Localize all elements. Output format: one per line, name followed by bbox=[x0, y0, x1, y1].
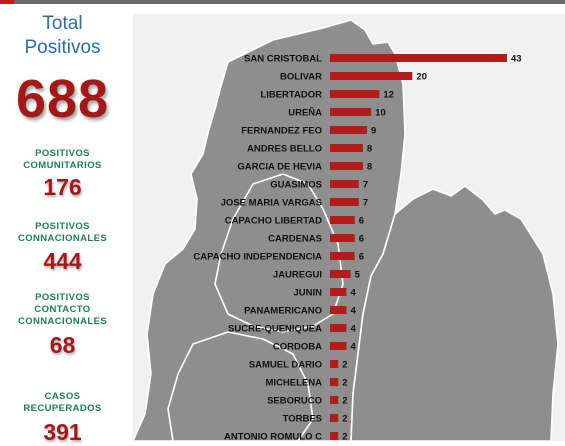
municipality-bar-chart: SAN CRISTOBAL 43 BOLIVAR 20 LIBERTADOR 12 UREÑ… bbox=[133, 19, 559, 442]
bar-junin bbox=[330, 288, 347, 296]
total-positivos-value: 688 bbox=[15, 69, 110, 129]
map-region-center bbox=[214, 173, 344, 333]
bar-value-cordoba: 4 bbox=[350, 342, 356, 353]
stat-2-value: 444 bbox=[43, 248, 82, 274]
bar-value-jose-maria-vargas: 7 bbox=[363, 198, 368, 209]
bar-label-cordoba: CORDOBA bbox=[273, 342, 322, 353]
bar-value-antonio-romulo-c: 2 bbox=[342, 432, 347, 442]
bar-value-junin: 4 bbox=[350, 288, 356, 299]
bar-urena bbox=[330, 108, 372, 116]
top-bar bbox=[0, 0, 565, 4]
bar-guasimos bbox=[330, 180, 359, 188]
bar-sucre-queniquea bbox=[330, 324, 347, 332]
bar-label-guasimos: GUASIMOS bbox=[270, 180, 322, 191]
bar-panamericano bbox=[330, 306, 347, 314]
bar-label-torbes: TORBES bbox=[283, 414, 322, 425]
bar-label-jauregui: JAUREGUI bbox=[273, 270, 322, 281]
stat-3-value: 68 bbox=[49, 332, 76, 358]
bar-value-jauregui: 5 bbox=[355, 270, 361, 281]
bar-value-bolivar: 20 bbox=[416, 72, 427, 83]
stat-3-label-line3: CONNACIONALES bbox=[17, 316, 108, 327]
bar-value-michelena: 2 bbox=[342, 378, 347, 389]
bar-label-capacho-independencia: CAPACHO INDEPENDENCIA bbox=[193, 252, 322, 263]
bar-value-capacho-independencia: 6 bbox=[359, 252, 364, 263]
bar-torbes bbox=[330, 414, 339, 422]
top-bar-accent bbox=[0, 0, 14, 4]
bar-seboruco bbox=[330, 396, 339, 404]
bar-value-libertador: 12 bbox=[383, 90, 394, 101]
summary-panel: Total Positivos 688 POSITIVOS COMUNITARI… bbox=[0, 4, 130, 445]
stat-4-label-line2: RECUPERADOS bbox=[23, 403, 102, 414]
bar-label-panamericano: PANAMERICANO bbox=[244, 306, 322, 317]
bar-value-andres-bello: 8 bbox=[367, 144, 372, 155]
bar-label-jose-maria-vargas: JOSE MARIA VARGAS bbox=[221, 198, 322, 209]
bar-garcia-de-hevia bbox=[330, 162, 363, 170]
bar-samuel-dario bbox=[330, 360, 339, 368]
bar-antonio-romulo-c bbox=[330, 432, 339, 440]
bar-value-garcia-de-hevia: 8 bbox=[367, 162, 372, 173]
bar-label-michelena: MICHELENA bbox=[266, 378, 323, 389]
bar-label-fernandez-feo: FERNANDEZ FEO bbox=[241, 126, 322, 137]
bar-andres-bello bbox=[330, 144, 363, 152]
bar-label-seboruco: SEBORUCO bbox=[267, 396, 322, 407]
stat-3-label-line2: CONTACTO bbox=[34, 304, 91, 315]
bar-value-urena: 10 bbox=[375, 108, 386, 119]
bar-value-san-cristobal: 43 bbox=[511, 54, 522, 65]
bar-value-guasimos: 7 bbox=[363, 180, 368, 191]
bar-jose-maria-vargas bbox=[330, 198, 359, 206]
bar-value-torbes: 2 bbox=[342, 414, 347, 425]
stat-3-label-line1: POSITIVOS bbox=[35, 292, 90, 303]
stat-1-label-line1: POSITIVOS bbox=[35, 148, 90, 159]
bar-label-antonio-romulo-c: ANTONIO ROMULO C bbox=[224, 432, 322, 442]
map-region-east bbox=[350, 185, 559, 441]
bar-label-libertador: LIBERTADOR bbox=[260, 90, 322, 101]
bar-value-seboruco: 2 bbox=[342, 396, 347, 407]
total-label-line1: Total bbox=[42, 13, 83, 34]
bar-cardenas bbox=[330, 234, 355, 242]
bar-fernandez-feo bbox=[330, 126, 368, 134]
bar-chart-bars: SAN CRISTOBAL 43 BOLIVAR 20 LIBERTADOR 12 UREÑ… bbox=[193, 54, 521, 442]
total-label-line2: Positivos bbox=[24, 37, 101, 58]
stat-2-label-line2: CONNACIONALES bbox=[17, 233, 108, 244]
bar-label-samuel-dario: SAMUEL DARIO bbox=[249, 360, 322, 371]
bar-michelena bbox=[330, 378, 339, 386]
bar-label-bolivar: BOLIVAR bbox=[280, 72, 322, 83]
bar-label-junin: JUNIN bbox=[293, 288, 322, 299]
bar-capacho-independencia bbox=[330, 252, 355, 260]
bar-value-sucre-queniquea: 4 bbox=[350, 324, 356, 335]
bar-label-sucre-queniquea: SUCRE-QUENIQUEA bbox=[228, 324, 322, 335]
bar-value-capacho-libertad: 6 bbox=[359, 216, 364, 227]
bar-capacho-libertad bbox=[330, 216, 355, 224]
stat-1-value: 176 bbox=[43, 174, 82, 200]
stat-1-label-line2: COMUNITARIOS bbox=[23, 160, 102, 171]
bar-label-san-cristobal: SAN CRISTOBAL bbox=[244, 54, 322, 65]
bar-label-andres-bello: ANDRES BELLO bbox=[247, 144, 322, 155]
tachira-map bbox=[133, 19, 559, 441]
map-region-south bbox=[167, 331, 314, 441]
bar-label-garcia-de-hevia: GARCIA DE HEVIA bbox=[237, 162, 322, 173]
bar-libertador bbox=[330, 90, 380, 98]
bar-label-urena: UREÑA bbox=[288, 108, 322, 119]
bar-san-cristobal bbox=[330, 54, 507, 62]
bar-label-cardenas: CARDENAS bbox=[268, 234, 322, 245]
bar-cordoba bbox=[330, 342, 347, 350]
bar-bolivar bbox=[330, 72, 413, 80]
bar-value-fernandez-feo: 9 bbox=[371, 126, 376, 137]
bar-value-samuel-dario: 2 bbox=[342, 360, 347, 371]
stat-2-label-line1: POSITIVOS bbox=[35, 221, 90, 232]
bar-jauregui bbox=[330, 270, 351, 278]
stat-4-label-line1: CASOS bbox=[44, 391, 81, 402]
bar-label-capacho-libertad: CAPACHO LIBERTAD bbox=[225, 216, 322, 227]
stat-4-value: 391 bbox=[43, 419, 82, 445]
bar-value-panamericano: 4 bbox=[350, 306, 356, 317]
bar-value-cardenas: 6 bbox=[359, 234, 364, 245]
